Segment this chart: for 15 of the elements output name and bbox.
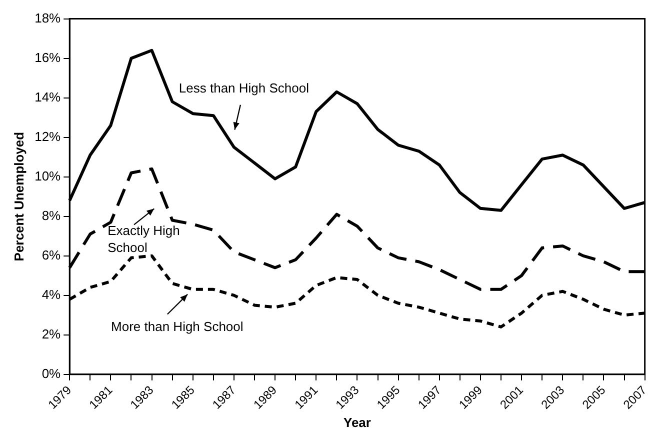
- annotation: More than High School: [111, 318, 244, 334]
- y-tick-label: 18%: [34, 10, 62, 26]
- y-tick-label: 2%: [42, 326, 62, 342]
- y-tick-label: 0%: [42, 366, 62, 381]
- x-axis-title: Year: [343, 414, 371, 430]
- y-tick-label: 8%: [42, 208, 62, 223]
- y-tick-label: 16%: [34, 50, 62, 65]
- annotation: Exactly High School: [108, 222, 180, 255]
- annotation: Less than High School: [178, 80, 310, 96]
- y-axis-title: Percent Unemployed: [11, 132, 26, 262]
- y-tick-label: 10%: [34, 168, 62, 184]
- y-tick-label: 4%: [42, 286, 62, 302]
- y-tick-label: 12%: [34, 128, 62, 144]
- y-tick-label: 6%: [42, 247, 62, 262]
- y-tick-label: 14%: [34, 89, 62, 104]
